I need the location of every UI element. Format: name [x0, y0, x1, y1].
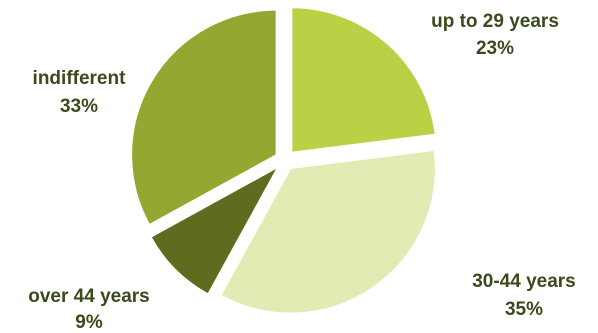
percent-30-44-years: 35%	[505, 299, 543, 320]
pie-slices	[130, 6, 437, 314]
label-up-to-29-years: up to 29 years	[431, 11, 559, 32]
pie-slice-up-to-29-years	[290, 6, 437, 154]
pie-slice-indifferent	[130, 9, 278, 226]
pie-slice-30-44-years	[219, 149, 437, 314]
label-over-44-years: over 44 years	[28, 286, 150, 307]
label-indifferent: indifferent	[33, 68, 127, 89]
percent-over-44-years: 9%	[75, 312, 103, 333]
pie-slice-over-44-years	[149, 165, 280, 296]
percent-up-to-29-years: 23%	[476, 38, 514, 59]
label-30-44-years: 30-44 years	[472, 271, 576, 292]
percent-indifferent: 33%	[60, 96, 98, 117]
